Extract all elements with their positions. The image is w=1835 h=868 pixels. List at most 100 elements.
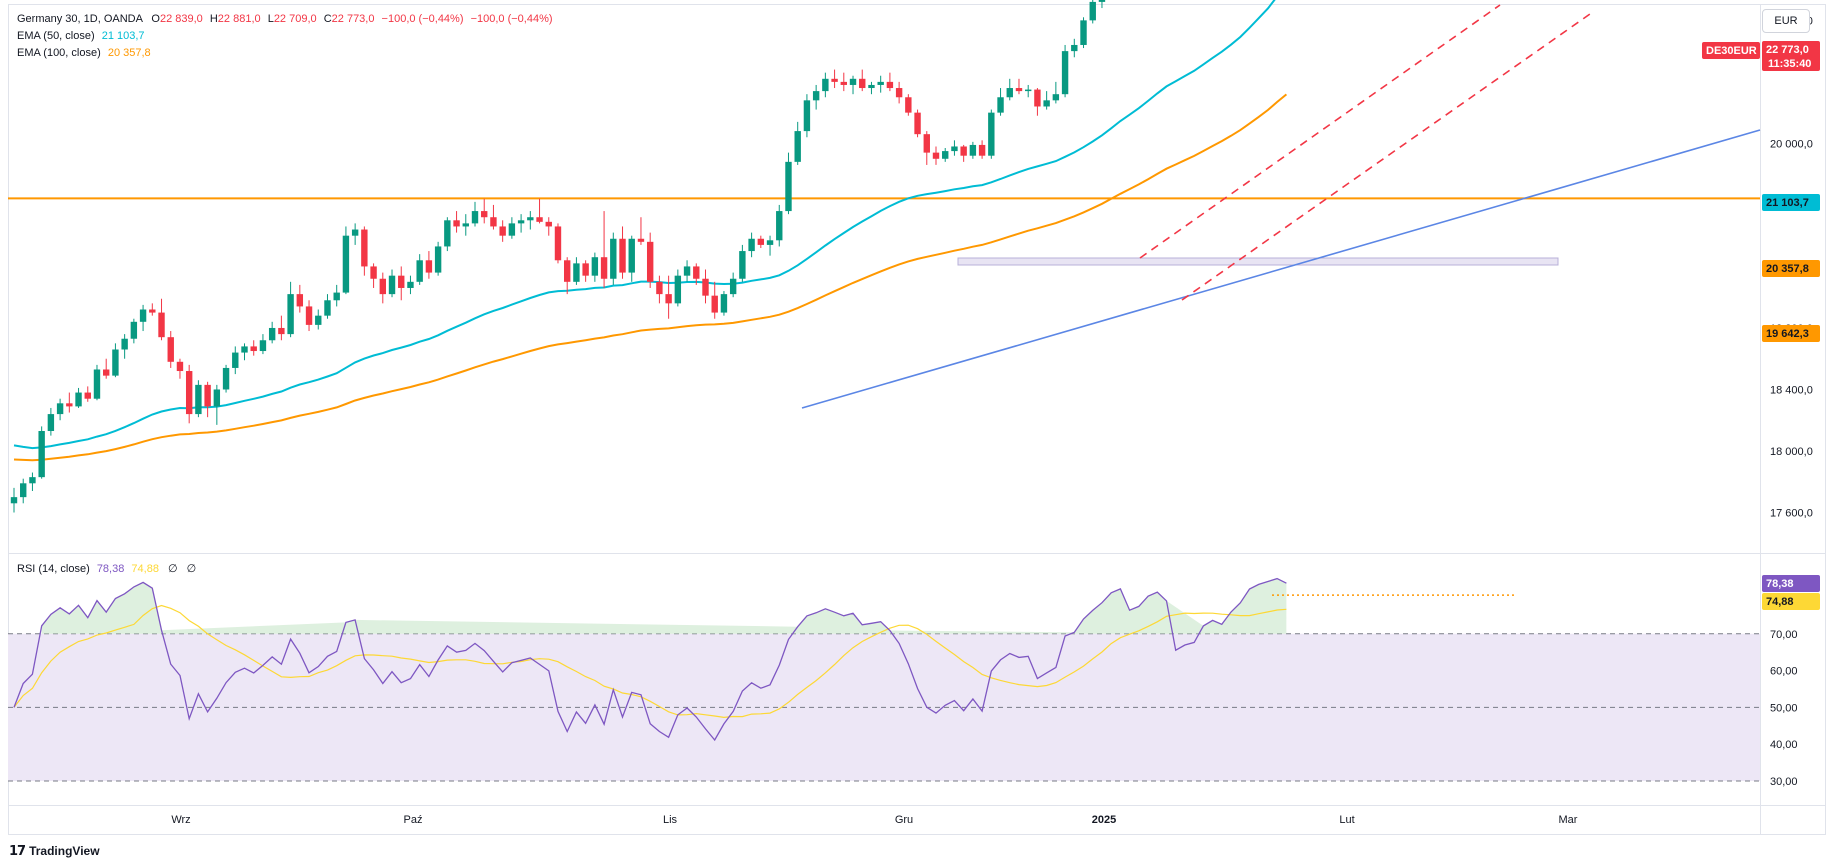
candle-body xyxy=(388,275,396,295)
candle-body xyxy=(969,144,977,156)
countdown-badge: 11:35:40 xyxy=(1768,58,1811,70)
candle-body xyxy=(619,238,626,273)
low-value: 22 709,0 xyxy=(274,13,317,25)
candle-body xyxy=(868,84,875,89)
candle-body xyxy=(490,217,497,227)
candle-body xyxy=(47,414,55,432)
ema50-label: EMA (50, close) xyxy=(17,30,95,42)
time-tick-label: 2025 xyxy=(1092,814,1116,826)
candle-body xyxy=(278,327,285,335)
candle-body xyxy=(379,278,386,295)
candle-body xyxy=(103,369,110,376)
candle-body xyxy=(444,220,451,247)
open-label: O xyxy=(151,13,160,25)
candle-body xyxy=(250,346,257,352)
low-label: L xyxy=(268,13,274,25)
candle-body xyxy=(628,238,635,273)
candle-body xyxy=(508,223,516,236)
candle-body xyxy=(545,221,552,227)
candle-body xyxy=(517,220,525,224)
axis-layer: 22 400,022 000,021 600,021 200,020 800,0… xyxy=(171,15,1820,826)
rsi-ma-line xyxy=(13,604,1287,719)
channel-upper-line xyxy=(1139,4,1501,259)
candle-body xyxy=(149,309,156,313)
candle-body xyxy=(342,235,350,293)
candle-body xyxy=(794,131,801,162)
rsi-badge: 78,38 xyxy=(1766,578,1794,590)
candle-body xyxy=(554,226,562,261)
rsi-tick-label: 60,00 xyxy=(1770,666,1798,678)
price-tick-label: 20 000,0 xyxy=(1770,138,1813,150)
candle-body xyxy=(75,392,82,407)
candle-body xyxy=(213,389,221,407)
high-value: 22 881,0 xyxy=(218,13,261,25)
candle-body xyxy=(877,81,884,85)
candle-body xyxy=(416,260,423,282)
candle-body xyxy=(739,251,746,279)
chart-frame xyxy=(8,4,1826,835)
rsi-tick-label: 50,00 xyxy=(1770,702,1798,714)
candle-body xyxy=(997,97,1004,113)
rsi-pane xyxy=(8,577,1760,782)
rsi-ma-badge: 74,88 xyxy=(1766,596,1794,608)
candle-body xyxy=(29,477,36,484)
trendline xyxy=(801,129,1761,409)
rsi-ma-badge-bg xyxy=(1762,593,1820,610)
time-tick-label: Mar xyxy=(1559,814,1578,826)
tradingview-logo[interactable]: 𝟭𝟳 TradingView xyxy=(9,843,100,859)
candle-body xyxy=(646,241,654,282)
candle-body xyxy=(195,384,202,415)
price-pane xyxy=(8,0,1761,513)
ema50-line xyxy=(13,0,1276,450)
candle-body xyxy=(204,384,211,407)
svg-text:Germany 30, 1D, OANDA: Germany 30, 1D, OANDA O22 839,0 H22 881,… xyxy=(17,13,553,25)
candle-body xyxy=(932,152,940,159)
price-tick-label: 17 600,0 xyxy=(1770,508,1813,520)
svg-text:EMA (100, close) 20 35: EMA (100, close) 20 357,8 xyxy=(17,47,151,59)
candle-body xyxy=(757,238,765,245)
tradingview-mark-icon: 𝟭𝟳 xyxy=(9,843,26,858)
candle-body xyxy=(1015,88,1023,92)
ticker-badge-bg xyxy=(1702,42,1760,59)
candle-body xyxy=(1080,20,1087,45)
candle-body xyxy=(481,211,488,218)
candle-body xyxy=(803,100,811,132)
candle-body xyxy=(167,337,174,362)
candle-body xyxy=(914,112,921,135)
candle-body xyxy=(729,278,737,295)
candle-body xyxy=(849,78,857,85)
candle-body xyxy=(351,229,359,236)
candle-body xyxy=(158,312,165,338)
candle-body xyxy=(398,275,405,288)
candle-body xyxy=(831,78,838,82)
candle-body xyxy=(564,260,571,282)
candle-body xyxy=(536,217,543,222)
candle-body xyxy=(812,91,820,101)
candle-body xyxy=(978,144,986,156)
rsi-line xyxy=(13,577,1287,742)
candle-body xyxy=(693,266,700,279)
rsi-na-1: ∅ xyxy=(168,563,178,575)
candle-body xyxy=(665,294,672,304)
candle-body xyxy=(1006,88,1013,98)
candle-body xyxy=(121,338,128,350)
high-label: H xyxy=(210,13,218,25)
currency-selector[interactable]: EUR xyxy=(1762,9,1810,33)
channel-lower-line xyxy=(1181,13,1591,301)
candle-body xyxy=(333,292,340,301)
candle-body xyxy=(38,431,45,478)
time-tick-label: Gru xyxy=(895,814,913,826)
rsi-value: 78,38 xyxy=(97,563,125,575)
candle-body xyxy=(766,240,774,245)
candle-body xyxy=(840,81,847,85)
candle-body xyxy=(93,369,101,399)
candle-body xyxy=(462,223,469,227)
ema100-badge-bg xyxy=(1762,260,1820,277)
ema50-value: 21 103,7 xyxy=(102,30,145,42)
change-value-2: −100,0 (−0,44%) xyxy=(471,13,553,25)
candle-body xyxy=(1052,94,1060,101)
candle-body xyxy=(425,260,433,273)
close-value: 22 773,0 xyxy=(332,13,375,25)
